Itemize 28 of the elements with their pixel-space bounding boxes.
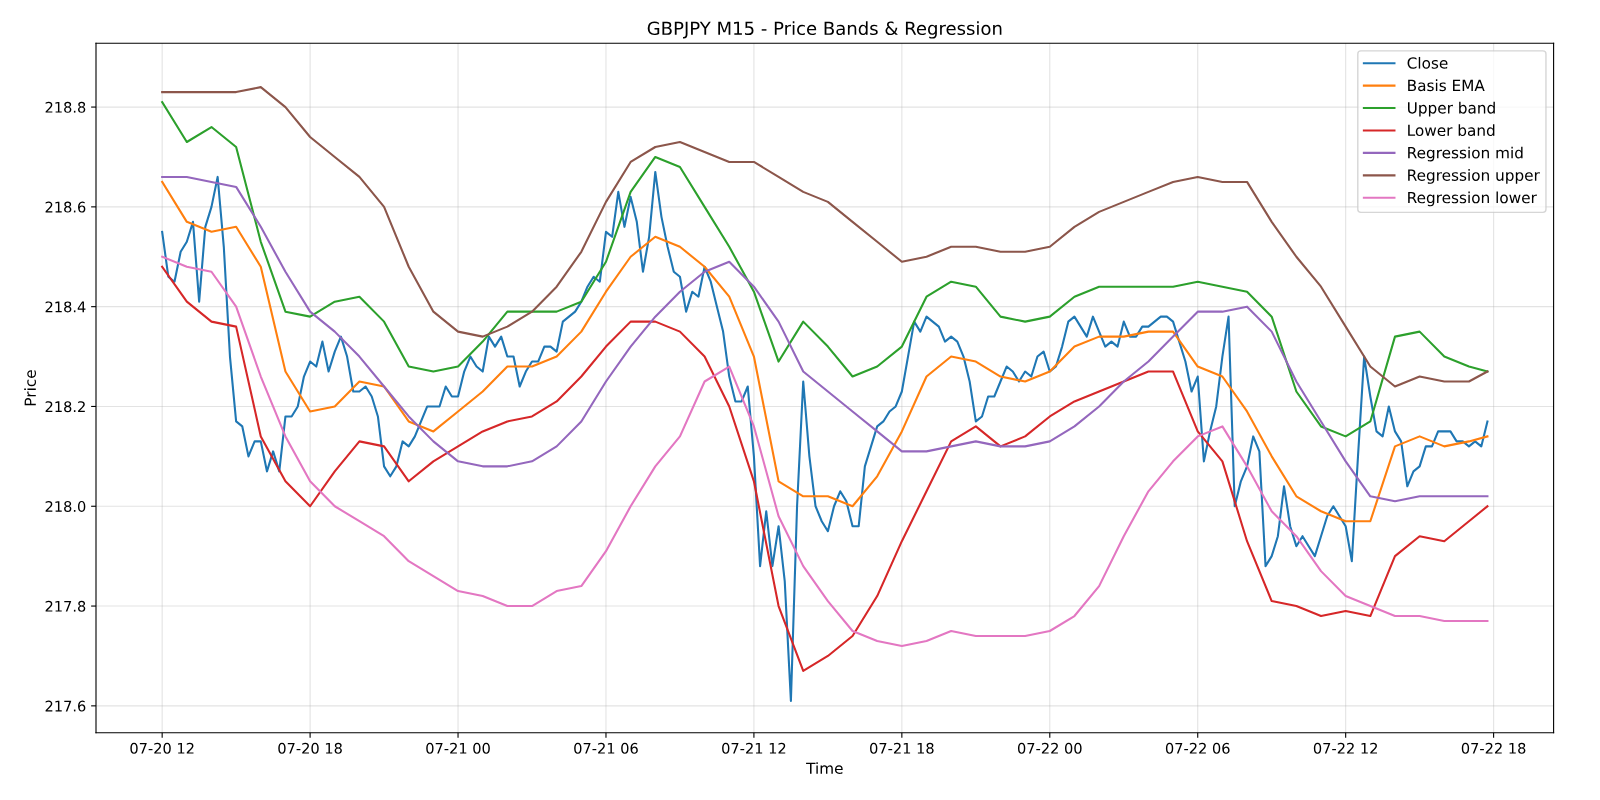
y-tick-label: 218.2: [45, 401, 85, 413]
x-tick-label: 07-22 06: [1165, 742, 1230, 754]
x-tick-label: 07-21 00: [426, 742, 490, 754]
x-axis-title: Time: [806, 762, 843, 775]
y-tick-label: 217.6: [45, 700, 86, 712]
x-tick-label: 07-22 00: [1017, 742, 1082, 754]
y-tick-label: 218.4: [45, 301, 86, 313]
x-tick-label: 07-20 18: [278, 742, 342, 754]
legend-label: Regression upper: [1408, 169, 1540, 184]
legend-label: Regression mid: [1408, 146, 1523, 162]
legend-label: Upper band: [1408, 101, 1495, 117]
x-tick-label: 07-22 12: [1313, 742, 1377, 754]
line-series: [161, 170, 1489, 702]
x-tick-label: 07-22 18: [1461, 742, 1526, 754]
x-tick-label: 07-20 12: [130, 742, 194, 754]
x-tick-label: 07-21 12: [722, 742, 786, 754]
x-tick-label: 07-21 18: [870, 742, 934, 754]
legend-label: Regression lower: [1408, 191, 1537, 207]
y-tick-label: 217.8: [45, 600, 86, 612]
x-tick-label: 07-21 06: [574, 742, 638, 754]
y-tick-label: 218.0: [45, 500, 86, 513]
y-axis-title: Price: [24, 370, 37, 406]
legend-label: Basis EMA: [1408, 79, 1485, 92]
legend-label: Lower band: [1408, 124, 1495, 137]
y-tick-label: 218.6: [45, 201, 86, 213]
legend-label: Close: [1407, 56, 1448, 69]
chart-title: GBPJPY M15 - Price Bands & Regression: [647, 21, 1002, 39]
y-tick-label: 218.8: [45, 101, 86, 113]
